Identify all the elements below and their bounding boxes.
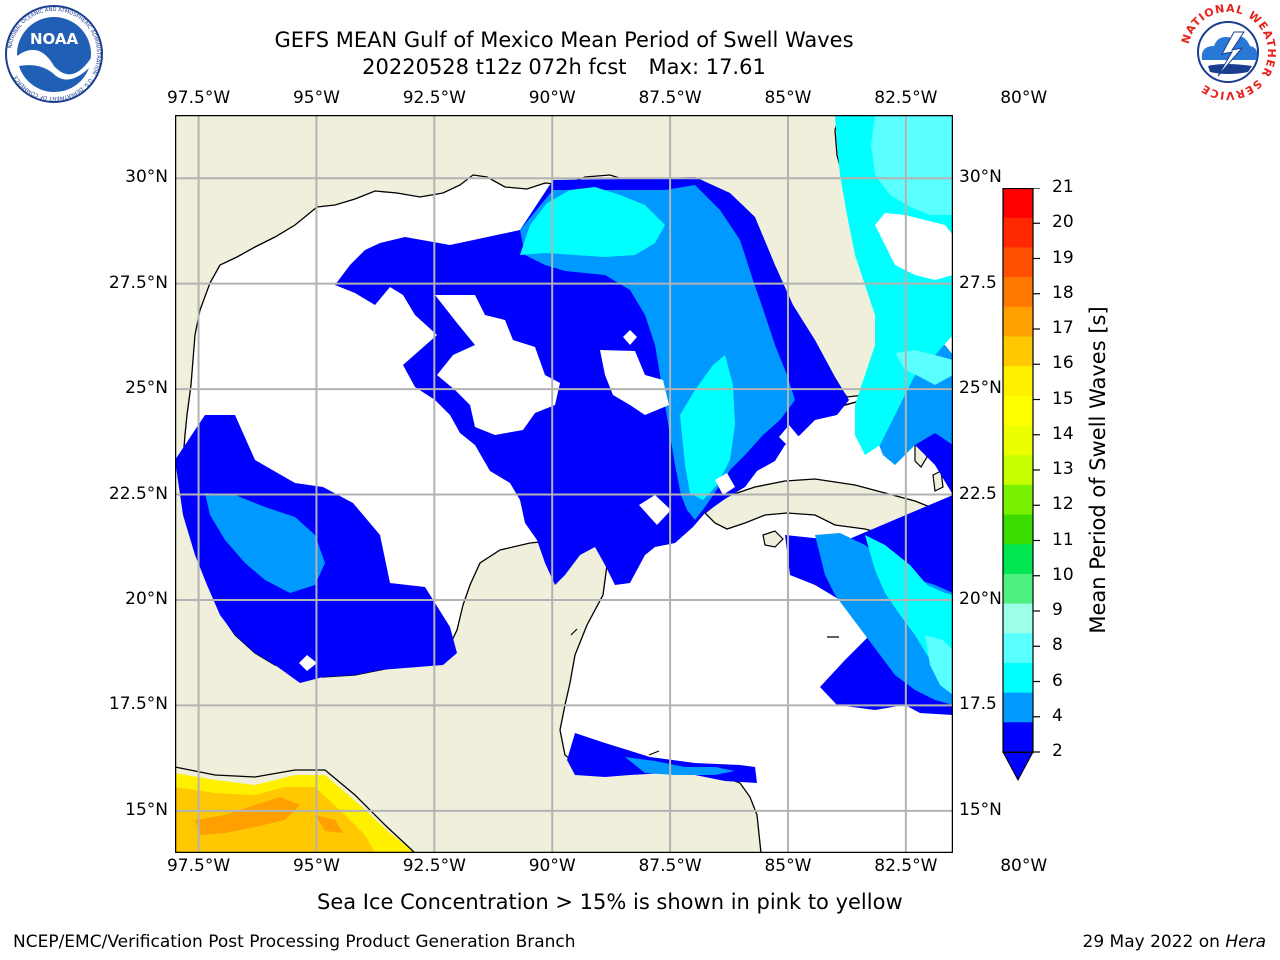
colorbar-segment — [1003, 455, 1033, 486]
lat-tick-label-left: 25°N — [125, 378, 168, 399]
colorbar-tick-label: 9 — [1052, 600, 1063, 620]
lon-tick-label-bottom: 90°W — [528, 856, 576, 876]
colorbar-segment — [1003, 306, 1033, 337]
lat-tick-label-left: 27.5°N — [108, 272, 168, 293]
colorbar-tick-label: 18 — [1052, 282, 1074, 303]
map-frame — [175, 115, 953, 853]
colorbar-tick-label: 19 — [1052, 247, 1074, 268]
max-value: Max: 17.61 — [648, 55, 766, 79]
colorbar-tick-label: 11 — [1052, 529, 1074, 550]
pacific-coastline — [175, 766, 416, 853]
lat-tick-label-right: 22.5 — [959, 483, 997, 504]
lon-tick-label-bottom: 85°W — [764, 856, 812, 876]
lat-tick-label-right: 27.5 — [959, 272, 997, 293]
lon-tick-label-top: 92.5°W — [402, 88, 466, 108]
colorbar-tick-label: 2 — [1052, 741, 1063, 761]
colorbar-extend-arrow — [1002, 751, 1034, 782]
colorbar-segment — [1003, 514, 1033, 545]
colorbar-segment — [1003, 395, 1033, 426]
colorbar-tick-label: 21 — [1052, 177, 1074, 197]
colorbar — [1002, 188, 1040, 782]
lat-tick-label-left: 20°N — [125, 588, 168, 609]
credit-left: NCEP/EMC/Verification Post Processing Pr… — [13, 932, 576, 952]
map-panel — [175, 115, 953, 853]
swell-period-region-3 — [520, 115, 953, 675]
swell-period-region-4 — [871, 115, 953, 695]
lon-tick-label-bottom: 97.5°W — [166, 856, 231, 876]
lon-tick-label-top: 97.5°W — [166, 88, 231, 108]
colorbar-tick-label: 15 — [1052, 388, 1074, 409]
colorbar-segment — [1003, 247, 1033, 278]
lat-tick-label-left: 17.5°N — [108, 694, 168, 715]
colorbar-tick-label: 17 — [1052, 318, 1074, 338]
colorbar-segment — [1003, 603, 1033, 634]
colorbar-segment — [1003, 722, 1033, 753]
sea-ice-note: Sea Ice Concentration > 15% is shown in … — [317, 890, 903, 914]
no-swell-gaps — [299, 295, 831, 671]
lon-tick-label-bottom: 87.5°W — [638, 856, 702, 876]
lon-tick-label-top: 80°W — [1000, 88, 1048, 108]
lon-tick-label-bottom: 92.5°W — [402, 856, 466, 876]
credit-right: 29 May 2022 on Hera — [1083, 932, 1267, 952]
map-subtitle: 20220528 t12z 072h fcst Max: 17.61 — [175, 54, 953, 80]
colorbar-segment — [1003, 633, 1033, 664]
pacific-swell-region-dark-orange — [195, 797, 343, 835]
colorbar-tick-label: 6 — [1052, 670, 1063, 691]
lon-tick-label-top: 95°W — [292, 88, 340, 108]
isla-juventud — [762, 530, 784, 548]
swell-period-region-2 — [205, 185, 953, 775]
colorbar-segment — [1003, 544, 1033, 575]
forecast-run: 20220528 t12z 072h fcst — [362, 55, 627, 79]
colorbar-segment — [1003, 188, 1033, 219]
nws-logo: NATIONAL WEATHER SERVICE — [1179, 2, 1277, 102]
noaa-logo: NOAA NATIONAL OCEANIC AND ATMOSPHERIC AD… — [5, 5, 103, 103]
lon-tick-label-bottom: 80°W — [1000, 856, 1048, 876]
colorbar-title: Mean Period of Swell Waves [s] — [1086, 306, 1110, 634]
noaa-wordmark: NOAA — [30, 30, 79, 48]
lat-tick-label-right: 17.5 — [959, 694, 997, 715]
colorbar-segment — [1003, 217, 1033, 248]
lon-tick-label-bottom: 95°W — [292, 856, 340, 876]
credit-machine: Hera — [1225, 932, 1266, 952]
colorbar-tick-label: 20 — [1052, 212, 1074, 233]
colorbar-segment — [1003, 484, 1033, 516]
lon-tick-label-top: 85°W — [764, 88, 812, 108]
colorbar-tick-label: 16 — [1052, 353, 1074, 374]
colorbar-segment — [1003, 336, 1033, 367]
lon-tick-label-top: 82.5°W — [874, 88, 938, 108]
lat-tick-label-right: 30°N — [959, 167, 1002, 188]
colorbar-tick-label: 13 — [1052, 459, 1074, 479]
map-title: GEFS MEAN Gulf of Mexico Mean Period of … — [274, 28, 854, 52]
lon-tick-label-top: 87.5°W — [638, 88, 702, 108]
colorbar-segment — [1003, 662, 1033, 694]
lat-tick-label-left: 15°N — [125, 799, 168, 820]
colorbar-tick-label: 8 — [1052, 635, 1063, 656]
colorbar-segment — [1003, 573, 1033, 605]
colorbar-segment — [1003, 277, 1033, 308]
colorbar-tick-label: 4 — [1052, 705, 1063, 726]
lat-tick-label-right: 15°N — [959, 799, 1002, 820]
small-islands — [570, 628, 839, 756]
lon-tick-label-top: 90°W — [528, 88, 576, 108]
lat-tick-label-left: 30°N — [125, 167, 168, 188]
colorbar-tick-label: 12 — [1052, 494, 1074, 515]
credit-date: 29 May 2022 on — [1082, 932, 1220, 952]
colorbar-tick-label: 10 — [1052, 564, 1074, 585]
colorbar-segment — [1003, 425, 1033, 456]
colorbar-segment — [1003, 692, 1033, 723]
lat-tick-label-right: 20°N — [959, 588, 1002, 609]
lat-tick-label-right: 25°N — [959, 378, 1002, 399]
lon-tick-label-bottom: 82.5°W — [874, 856, 938, 876]
colorbar-tick-label: 14 — [1052, 423, 1074, 444]
colorbar-segment — [1003, 366, 1033, 397]
lat-tick-label-left: 22.5°N — [108, 483, 168, 504]
